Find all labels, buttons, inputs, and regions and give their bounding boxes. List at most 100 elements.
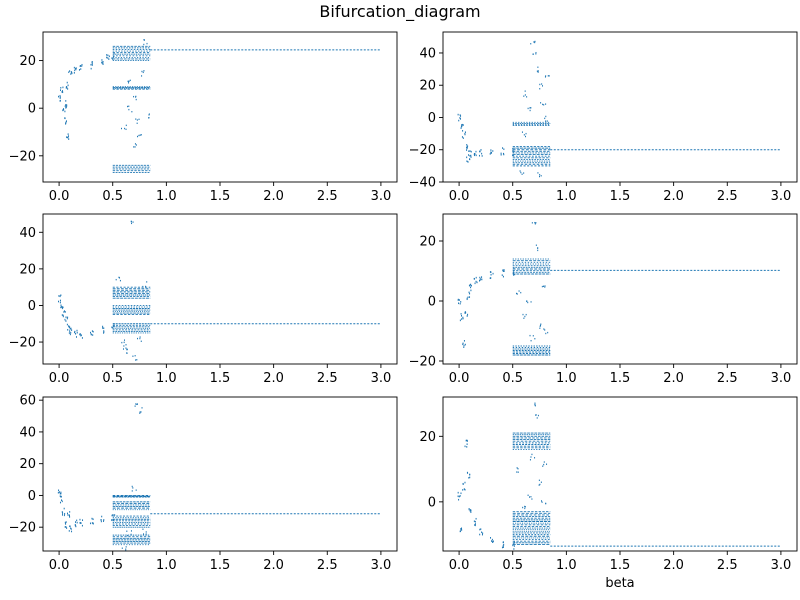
scatter-point <box>128 105 130 107</box>
transient-point <box>513 542 515 545</box>
transient-point <box>111 326 113 329</box>
scatter-point <box>148 114 150 116</box>
transient-point <box>102 327 104 329</box>
scatter-point <box>128 108 130 111</box>
transient-point <box>91 62 93 65</box>
transient-point <box>58 489 60 492</box>
transient-point <box>92 330 94 333</box>
transient-point <box>91 330 93 332</box>
scatter-point <box>539 325 541 327</box>
scatter-point <box>526 300 528 303</box>
transient-point <box>75 67 77 69</box>
transient-point <box>70 528 72 530</box>
transient-point <box>60 304 62 307</box>
scatter-point <box>140 411 142 413</box>
transient-point <box>502 546 504 548</box>
figure-title: Bifurcation_diagram <box>319 2 481 21</box>
transient-point <box>111 57 113 60</box>
transient-point <box>62 109 64 112</box>
transient-point <box>59 97 61 99</box>
transient-point <box>475 154 477 157</box>
scatter-point <box>530 107 532 109</box>
transient-point <box>469 155 471 157</box>
y-tick-label: 20 <box>419 235 436 250</box>
scatter-point <box>135 359 137 361</box>
transient-point <box>65 120 67 122</box>
transient-point <box>461 318 463 320</box>
transient-point <box>69 511 71 513</box>
transient-point <box>79 65 81 68</box>
transient-point <box>466 146 468 149</box>
scatter-point <box>545 75 547 77</box>
x-tick-label: 2.0 <box>663 558 684 573</box>
x-tick-label: 1.0 <box>156 558 177 573</box>
scatter-point <box>517 471 519 473</box>
transient-point <box>459 114 461 116</box>
transient-point <box>462 130 464 132</box>
transient-point <box>90 67 92 70</box>
transient-point <box>469 296 471 298</box>
scatter-point <box>145 531 147 533</box>
x-tick-label: 0.5 <box>102 189 123 204</box>
scatter-point <box>522 313 524 316</box>
x-tick-label: 1.0 <box>156 189 177 204</box>
scatter-point <box>534 405 536 407</box>
transient-point <box>61 314 63 316</box>
x-tick-label: 1.5 <box>610 371 631 386</box>
scatter-point <box>136 403 138 406</box>
transient-point <box>76 521 78 524</box>
transient-point <box>66 104 68 106</box>
data-marks <box>58 39 381 173</box>
transient-point <box>112 519 114 521</box>
transient-point <box>464 132 466 135</box>
transient-point <box>64 311 66 313</box>
scatter-point <box>543 461 545 463</box>
transient-point <box>59 295 61 298</box>
transient-point <box>103 519 105 521</box>
scatter-point <box>524 90 526 92</box>
transient-point <box>466 146 468 149</box>
scatter-point <box>525 135 527 138</box>
transient-point <box>459 495 461 497</box>
transient-point <box>59 301 61 304</box>
y-tick-label: −40 <box>409 176 436 191</box>
transient-point <box>466 446 468 448</box>
scatter-point <box>132 487 134 489</box>
scatter-point <box>545 115 547 118</box>
transient-point <box>468 150 470 152</box>
y-tick-label: −20 <box>9 521 36 536</box>
transient-point <box>469 292 471 295</box>
scatter-point <box>125 548 127 550</box>
transient-point <box>62 91 64 94</box>
transient-point <box>481 152 483 155</box>
transient-point <box>65 121 67 124</box>
scatter-point <box>538 484 540 486</box>
transient-point <box>463 340 465 342</box>
transient-point <box>71 72 73 75</box>
y-tick-label: 20 <box>419 430 436 445</box>
scatter-point <box>516 471 518 473</box>
transient-point <box>475 280 477 283</box>
scatter-point <box>535 51 537 54</box>
transient-point <box>62 108 64 110</box>
transient-point <box>74 330 76 333</box>
scatter-point <box>547 75 549 77</box>
data-marks <box>58 220 381 361</box>
transient-point <box>459 117 461 119</box>
transient-point <box>479 279 481 282</box>
x-tick-label: 1.0 <box>556 371 577 386</box>
scatter-point <box>541 83 543 85</box>
transient-point <box>63 507 65 510</box>
scatter-point <box>517 468 519 470</box>
x-tick-label: 1.5 <box>610 558 631 573</box>
transient-point <box>68 135 70 137</box>
transient-point <box>501 546 503 549</box>
transient-point <box>461 123 463 126</box>
transient-point <box>474 524 476 527</box>
scatter-point <box>530 43 532 45</box>
axes-frame <box>42 213 398 365</box>
transient-point <box>68 332 70 334</box>
transient-point <box>464 445 466 448</box>
scatter-point <box>143 39 145 41</box>
transient-point <box>60 492 62 495</box>
